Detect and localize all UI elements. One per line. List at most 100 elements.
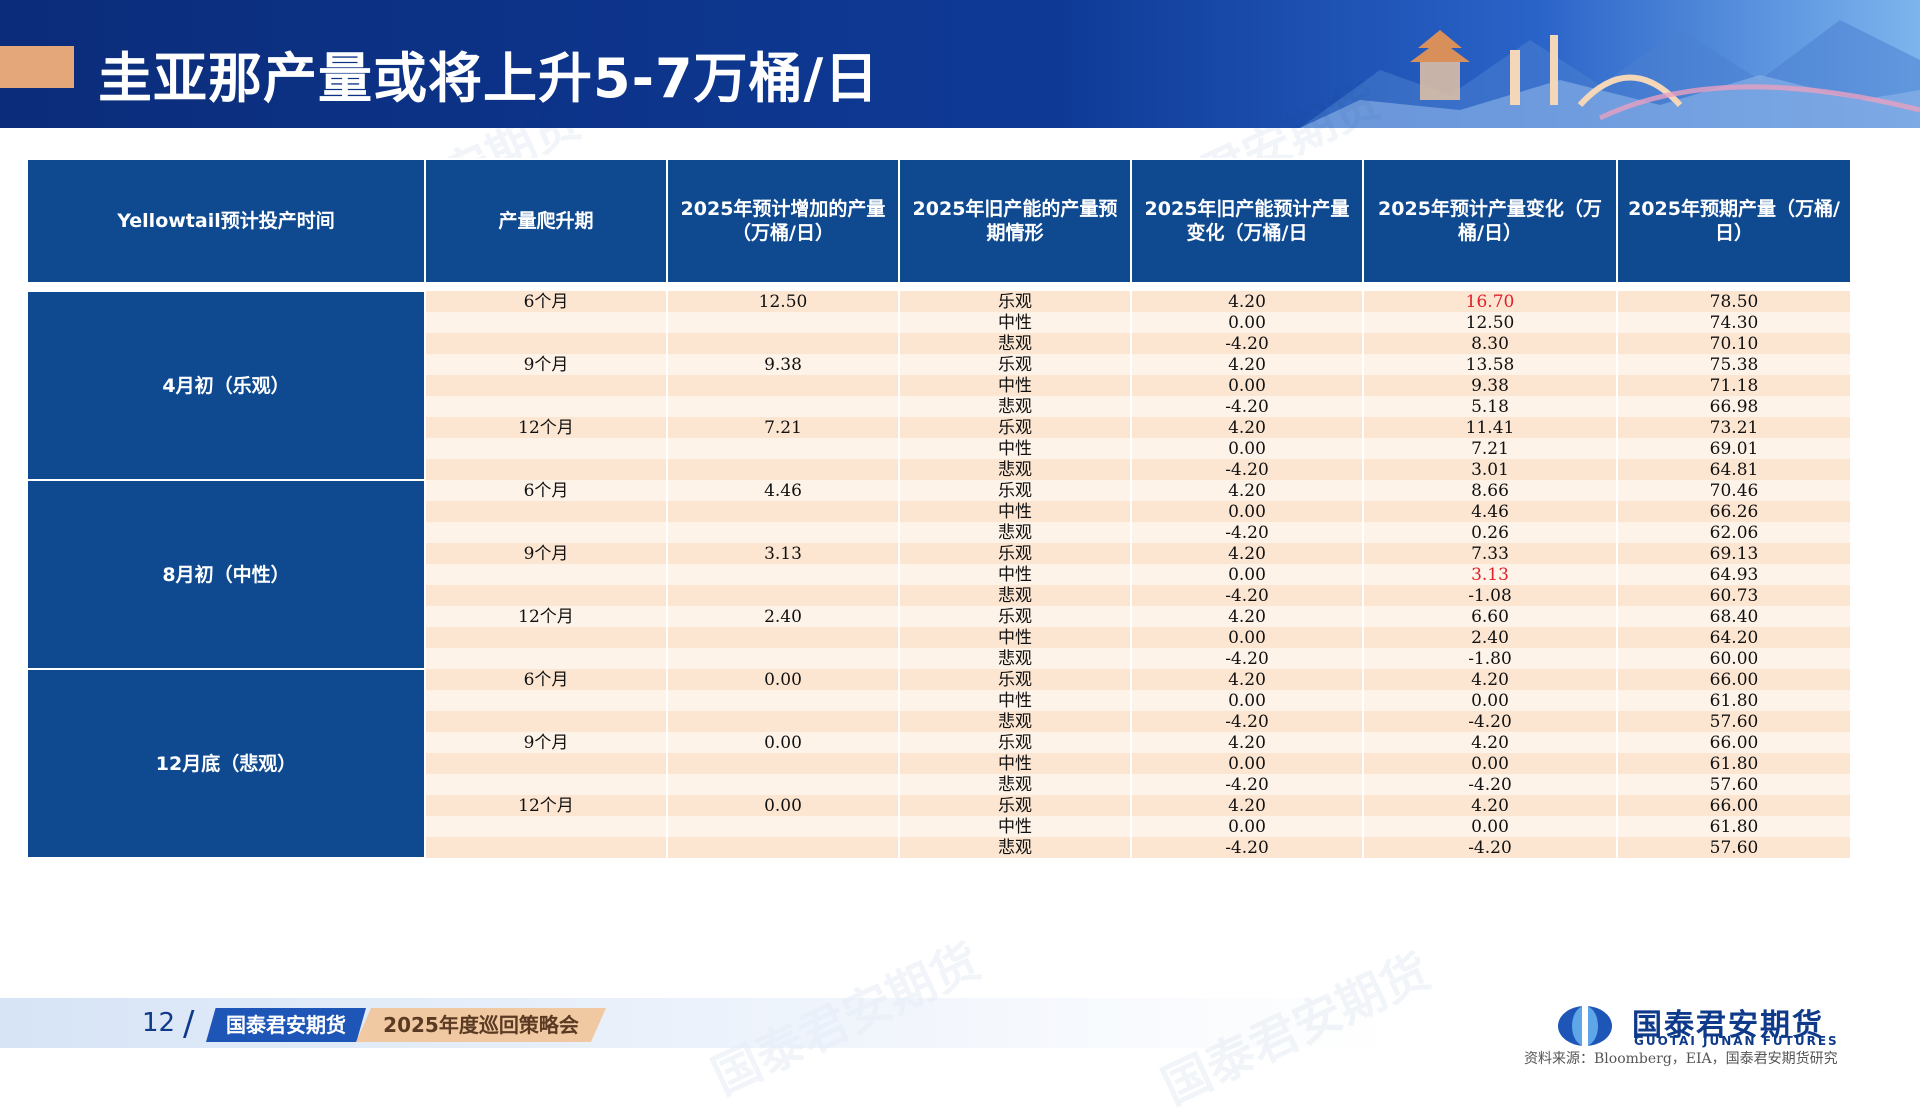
cell-expected: 69.01	[1616, 438, 1852, 459]
cell-expected: 75.38	[1616, 354, 1852, 375]
cell-ramp: 12个月	[424, 795, 668, 816]
cell-scenario: 悲观	[898, 711, 1132, 732]
cell-added	[666, 396, 900, 417]
cell-added	[666, 627, 900, 648]
cell-added	[666, 816, 900, 837]
cell-scenario: 乐观	[898, 354, 1132, 375]
cell-old-change: -4.20	[1130, 333, 1364, 354]
cell-total-change: 8.30	[1362, 333, 1618, 354]
column-header: 2025年预计增加的产量（万桶/日）	[666, 158, 900, 284]
cell-expected: 57.60	[1616, 774, 1852, 795]
cell-added	[666, 333, 900, 354]
cell-ramp	[424, 375, 668, 396]
cell-ramp	[424, 522, 668, 543]
cell-added: 3.13	[666, 543, 900, 564]
cell-expected: 66.98	[1616, 396, 1852, 417]
header-accent-bar	[0, 46, 74, 88]
cell-added	[666, 837, 900, 858]
cell-total-change: -4.20	[1362, 711, 1618, 732]
cell-total-change: 2.40	[1362, 627, 1618, 648]
cell-total-change: 11.41	[1362, 417, 1618, 438]
cell-total-change: 13.58	[1362, 354, 1618, 375]
cell-old-change: 0.00	[1130, 564, 1364, 585]
table-row: 中性 0.00 7.21 69.01	[27, 438, 1852, 459]
table-row: 12个月 0.00 乐观 4.20 4.20 66.00	[27, 795, 1852, 816]
table-body: 4月初（乐观） 6个月 12.50 乐观 4.20 16.70 78.50 中性 0.00 12.…	[26, 290, 1852, 859]
cell-ramp: 9个月	[424, 543, 668, 564]
cell-scenario: 中性	[898, 690, 1132, 711]
header-spacer	[26, 283, 1852, 291]
cell-expected: 66.26	[1616, 501, 1852, 522]
cell-total-change: 9.38	[1362, 375, 1618, 396]
cell-added: 7.21	[666, 417, 900, 438]
cell-ramp: 12个月	[424, 606, 668, 627]
cell-ramp	[424, 333, 668, 354]
cell-expected: 60.00	[1616, 648, 1852, 669]
page-title: 圭亚那产量或将上升5-7万桶/日	[98, 47, 880, 110]
table-row: 悲观 -4.20 0.26 62.06	[27, 522, 1852, 543]
cell-added: 9.38	[666, 354, 900, 375]
column-header: 2025年预计产量变化（万桶/日）	[1362, 158, 1618, 284]
column-header: 2025年旧产能预计产量变化（万桶/日	[1130, 158, 1364, 284]
cell-old-change: -4.20	[1130, 585, 1364, 606]
cell-ramp	[424, 753, 668, 774]
cell-ramp	[424, 774, 668, 795]
cell-expected: 61.80	[1616, 816, 1852, 837]
cell-scenario: 悲观	[898, 774, 1132, 795]
cell-scenario: 乐观	[898, 291, 1132, 312]
table-row: 9个月 3.13 乐观 4.20 7.33 69.13	[27, 543, 1852, 564]
cell-scenario: 悲观	[898, 585, 1132, 606]
launch-timing-group: 12月底（悲观）	[26, 668, 426, 859]
table-row: 中性 0.00 0.00 61.80	[27, 690, 1852, 711]
cell-ramp: 9个月	[424, 732, 668, 753]
cell-old-change: 4.20	[1130, 480, 1364, 501]
cell-total-change: 12.50	[1362, 312, 1618, 333]
cell-scenario: 中性	[898, 438, 1132, 459]
cell-old-change: -4.20	[1130, 774, 1364, 795]
cell-added	[666, 312, 900, 333]
cell-ramp	[424, 648, 668, 669]
cell-ramp: 12个月	[424, 417, 668, 438]
cell-added	[666, 774, 900, 795]
cell-added: 12.50	[666, 291, 900, 312]
table-row: 悲观 -4.20 -1.80 60.00	[27, 648, 1852, 669]
cell-ramp	[424, 585, 668, 606]
table-row: 中性 0.00 4.46 66.26	[27, 501, 1852, 522]
cell-scenario: 悲观	[898, 648, 1132, 669]
cell-added	[666, 690, 900, 711]
table-row: 悲观 -4.20 -4.20 57.60	[27, 711, 1852, 732]
cell-scenario: 乐观	[898, 606, 1132, 627]
cell-expected: 61.80	[1616, 753, 1852, 774]
cell-expected: 70.10	[1616, 333, 1852, 354]
cell-added: 0.00	[666, 732, 900, 753]
cell-expected: 60.73	[1616, 585, 1852, 606]
cell-total-change: 0.26	[1362, 522, 1618, 543]
column-header: 产量爬升期	[424, 158, 668, 284]
cell-expected: 71.18	[1616, 375, 1852, 396]
cell-ramp	[424, 690, 668, 711]
cell-expected: 68.40	[1616, 606, 1852, 627]
cell-scenario: 乐观	[898, 480, 1132, 501]
cell-expected: 66.00	[1616, 732, 1852, 753]
cell-expected: 64.81	[1616, 459, 1852, 480]
cell-added	[666, 522, 900, 543]
cell-total-change: 4.20	[1362, 795, 1618, 816]
cell-expected: 73.21	[1616, 417, 1852, 438]
column-header: Yellowtail预计投产时间	[26, 158, 426, 284]
table-row: 12个月 2.40 乐观 4.20 6.60 68.40	[27, 606, 1852, 627]
cell-total-change: 4.20	[1362, 669, 1618, 690]
table-row: 悲观 -4.20 3.01 64.81	[27, 459, 1852, 480]
cell-total-change: 6.60	[1362, 606, 1618, 627]
cell-old-change: 4.20	[1130, 291, 1364, 312]
cell-expected: 61.80	[1616, 690, 1852, 711]
cell-scenario: 中性	[898, 816, 1132, 837]
cell-scenario: 中性	[898, 564, 1132, 585]
table-row: 8月初（中性） 6个月 4.46 乐观 4.20 8.66 70.46	[26, 479, 1852, 670]
company-logo-icon	[1558, 1006, 1612, 1046]
cell-scenario: 乐观	[898, 417, 1132, 438]
slash-divider: /	[183, 1004, 195, 1044]
production-forecast-table-container: Yellowtail预计投产时间 产量爬升期 2025年预计增加的产量（万桶/日…	[26, 158, 1852, 859]
table-row: 悲观 -4.20 8.30 70.10	[27, 333, 1852, 354]
column-header: 2025年预期产量（万桶/日）	[1616, 158, 1852, 284]
cell-old-change: 0.00	[1130, 312, 1364, 333]
